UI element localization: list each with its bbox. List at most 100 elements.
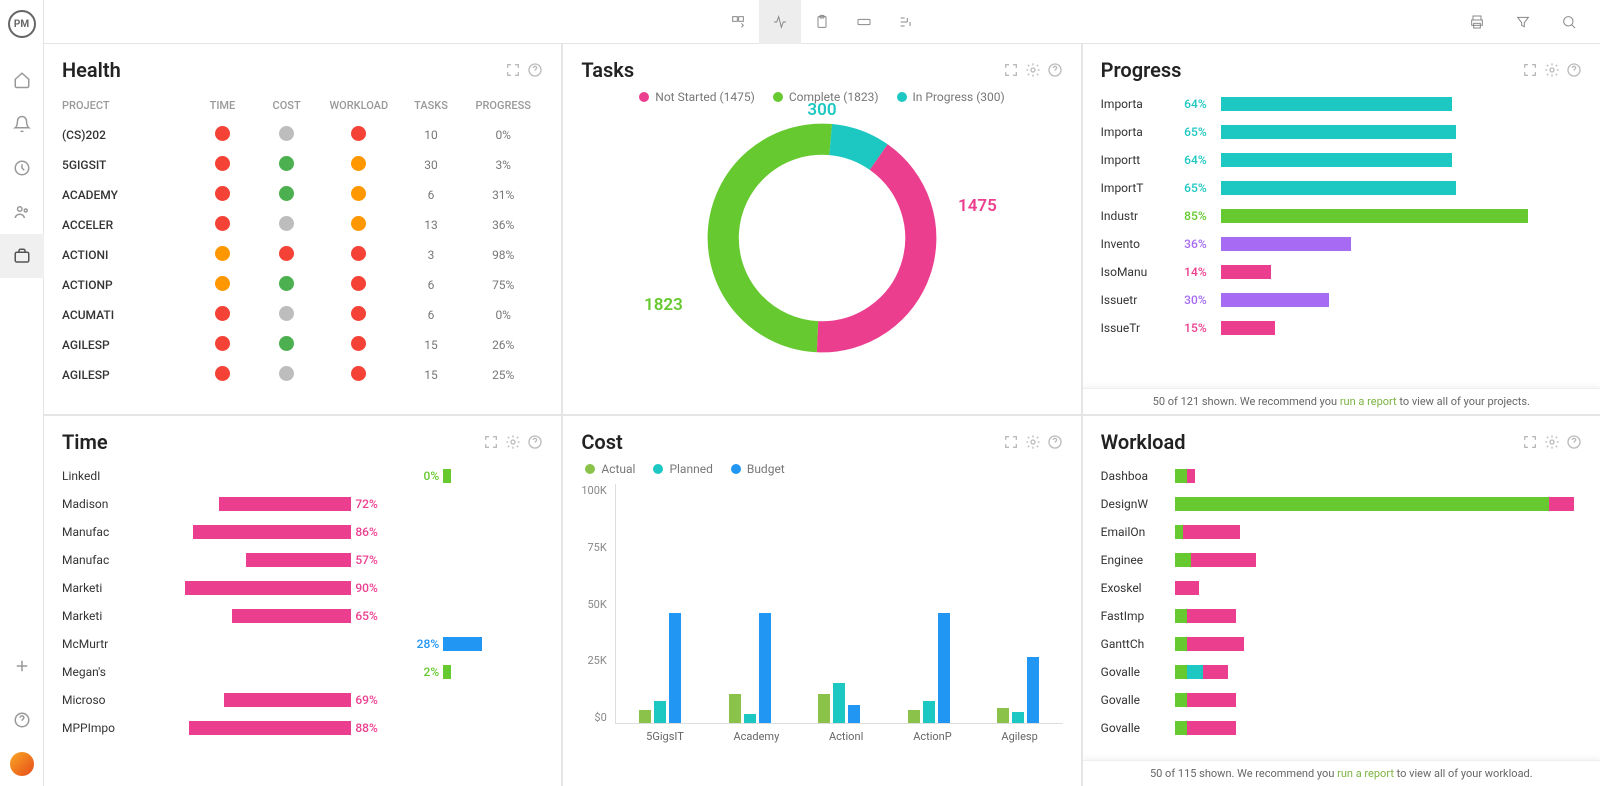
health-row[interactable]: AGILESP1525%: [62, 360, 543, 390]
cost-legend-item[interactable]: Actual: [585, 462, 635, 476]
clipboard-icon[interactable]: [801, 0, 843, 44]
help-icon[interactable]: [1566, 434, 1582, 450]
workload-status-dot: [351, 216, 366, 231]
progress-row[interactable]: Importa64%: [1101, 90, 1582, 118]
help-icon[interactable]: [1047, 62, 1063, 78]
gear-icon[interactable]: [1025, 62, 1041, 78]
workload-row[interactable]: Enginee: [1101, 546, 1582, 574]
progress-row[interactable]: Issuetr30%: [1101, 286, 1582, 314]
help-icon[interactable]: [1047, 434, 1063, 450]
time-row[interactable]: Marketi65%: [62, 602, 543, 630]
workload-row[interactable]: GanttCh: [1101, 630, 1582, 658]
time-row[interactable]: MPPImpo88%: [62, 714, 543, 742]
workload-status-dot: [351, 126, 366, 141]
health-row[interactable]: ACADEMY631%: [62, 180, 543, 210]
home-icon[interactable]: [0, 58, 44, 102]
workload-row[interactable]: Dashboa: [1101, 462, 1582, 490]
cost-group[interactable]: [818, 683, 860, 723]
cost-bar-actual: [997, 708, 1009, 723]
donut-segment[interactable]: [723, 139, 830, 336]
expand-icon[interactable]: [505, 62, 521, 78]
cost-group[interactable]: [729, 613, 771, 723]
card-icon[interactable]: [843, 0, 885, 44]
cost-group[interactable]: [908, 613, 950, 723]
workload-row[interactable]: FastImp: [1101, 602, 1582, 630]
workload-row[interactable]: DesignW: [1101, 490, 1582, 518]
time-row[interactable]: Manufac86%: [62, 518, 543, 546]
workload-row[interactable]: Exoskel: [1101, 574, 1582, 602]
workload-segment: [1187, 693, 1236, 707]
time-row[interactable]: Megan's2%: [62, 658, 543, 686]
briefcase-icon[interactable]: [0, 234, 44, 278]
cost-legend-item[interactable]: Planned: [653, 462, 712, 476]
workload-notice: 50 of 115 shown. We recommend you run a …: [1083, 760, 1600, 786]
health-row[interactable]: ACTIONI398%: [62, 240, 543, 270]
tasks-legend-item[interactable]: Not Started (1475): [639, 90, 755, 104]
progress-row[interactable]: Industr85%: [1101, 202, 1582, 230]
workload-segment: [1187, 609, 1236, 623]
workload-status-dot: [351, 246, 366, 261]
time-row[interactable]: Manufac57%: [62, 546, 543, 574]
gear-icon[interactable]: [1025, 434, 1041, 450]
progress-row[interactable]: Importa65%: [1101, 118, 1582, 146]
tasks-legend-item[interactable]: In Progress (300): [897, 90, 1005, 104]
time-status-dot: [215, 306, 230, 321]
health-row[interactable]: ACTIONP675%: [62, 270, 543, 300]
workload-status-dot: [351, 276, 366, 291]
user-avatar[interactable]: [10, 752, 34, 776]
workload-segment: [1549, 497, 1573, 511]
time-row[interactable]: Madison72%: [62, 490, 543, 518]
progress-row[interactable]: IssueTr15%: [1101, 314, 1582, 342]
health-row[interactable]: (CS)202100%: [62, 120, 543, 150]
health-row[interactable]: ACCELER1336%: [62, 210, 543, 240]
health-row[interactable]: AGILESP1526%: [62, 330, 543, 360]
print-icon[interactable]: [1456, 0, 1498, 44]
health-row[interactable]: ACUMATI60%: [62, 300, 543, 330]
plus-icon[interactable]: [0, 644, 44, 688]
workload-row[interactable]: Govalle: [1101, 714, 1582, 742]
donut-segment[interactable]: [831, 140, 879, 158]
workload-segment: [1175, 553, 1191, 567]
hierarchy-icon[interactable]: [885, 0, 927, 44]
time-row[interactable]: McMurtr28%: [62, 630, 543, 658]
time-row[interactable]: LinkedI0%: [62, 462, 543, 490]
time-row[interactable]: Microso69%: [62, 686, 543, 714]
gear-icon[interactable]: [1544, 434, 1560, 450]
workload-row[interactable]: Govalle: [1101, 686, 1582, 714]
gear-icon[interactable]: [1544, 62, 1560, 78]
run-report-link[interactable]: run a report: [1337, 767, 1394, 780]
help-icon[interactable]: [1566, 62, 1582, 78]
gear-icon[interactable]: [505, 434, 521, 450]
bell-icon[interactable]: [0, 102, 44, 146]
progress-widget: Progress Importa64%Importa65%Importt64%I…: [1083, 44, 1600, 414]
activity-icon[interactable]: [759, 0, 801, 44]
progress-row[interactable]: ImportT65%: [1101, 174, 1582, 202]
time-row[interactable]: Marketi90%: [62, 574, 543, 602]
search-icon[interactable]: [1548, 0, 1590, 44]
health-row[interactable]: 5GIGSIT303%: [62, 150, 543, 180]
progress-row[interactable]: Importt64%: [1101, 146, 1582, 174]
help-icon[interactable]: [0, 698, 44, 742]
cost-group[interactable]: [997, 657, 1039, 723]
filter-icon[interactable]: [1502, 0, 1544, 44]
clock-icon[interactable]: [0, 146, 44, 190]
cost-bar-planned: [833, 683, 845, 723]
workload-row[interactable]: EmailOn: [1101, 518, 1582, 546]
overview-icon[interactable]: [717, 0, 759, 44]
expand-icon[interactable]: [483, 434, 499, 450]
donut-segment[interactable]: [818, 157, 921, 337]
help-icon[interactable]: [527, 434, 543, 450]
expand-icon[interactable]: [1522, 62, 1538, 78]
cost-group[interactable]: [639, 613, 681, 723]
progress-row[interactable]: IsoManu14%: [1101, 258, 1582, 286]
progress-row[interactable]: Invento36%: [1101, 230, 1582, 258]
cost-status-dot: [279, 126, 294, 141]
help-icon[interactable]: [527, 62, 543, 78]
cost-legend-item[interactable]: Budget: [731, 462, 785, 476]
run-report-link[interactable]: run a report: [1340, 395, 1397, 408]
workload-row[interactable]: Govalle: [1101, 658, 1582, 686]
expand-icon[interactable]: [1003, 434, 1019, 450]
expand-icon[interactable]: [1003, 62, 1019, 78]
expand-icon[interactable]: [1522, 434, 1538, 450]
team-icon[interactable]: [0, 190, 44, 234]
